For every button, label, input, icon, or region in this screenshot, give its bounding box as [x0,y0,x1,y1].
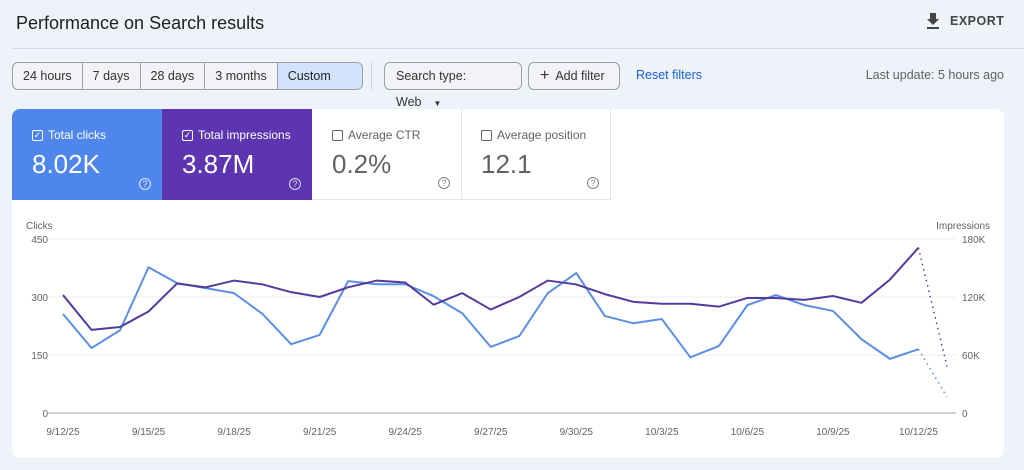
metric-value: 3.87M [182,149,255,179]
metric-label: Total impressions [198,128,291,142]
page-title: Performance on Search results [16,13,265,33]
checkbox-icon[interactable] [481,129,492,141]
range-24-hours[interactable]: 24 hours [13,63,83,89]
dropdown-arrow-icon: ▼ [433,99,442,108]
performance-chart: Clicks Impressions 0 0 150 60K 300 120K 450 180K 9… [26,221,990,438]
search-type-label: Search type: Web [396,69,467,109]
x-tick-label: 9/12/25 [46,427,80,438]
range-7-days[interactable]: 7 days [83,63,141,89]
series-line-impressions [62,247,920,331]
left-tick-label: 450 [31,235,48,246]
help-icon[interactable]: ? [438,177,450,189]
export-button[interactable]: EXPORT [926,13,1004,29]
right-axis-label: Impressions [936,221,990,232]
date-range-selector: 24 hours 7 days 28 days 3 months Custom … [12,62,363,90]
reset-filters-link[interactable]: Reset filters [636,68,702,82]
x-tick-label: 9/18/25 [217,427,251,438]
x-tick-label: 10/12/25 [899,427,938,438]
metric-value: 0.2% [332,149,392,179]
performance-card: ✓ Total clicks 8.02K ? ✓ Total impressions… [12,109,1004,458]
plus-icon: + [540,67,550,84]
download-icon [927,13,939,29]
search-type-dropdown[interactable]: Search type: Web ▼ [384,62,522,109]
right-tick-label: 60K [962,351,980,362]
help-icon[interactable]: ? [139,178,151,190]
x-tick-label: 9/15/25 [132,427,166,438]
series-partial-clicks [917,348,948,398]
x-tick-label: 9/30/25 [560,427,594,438]
range-28-days[interactable]: 28 days [141,63,206,89]
metric-average-position[interactable]: Average position 12.1 ? [461,109,611,200]
right-tick-label: 180K [962,235,986,246]
x-tick-label: 10/9/25 [816,427,850,438]
x-tick-label: 9/24/25 [389,427,423,438]
left-tick-label: 150 [31,351,48,362]
x-tick-label: 10/6/25 [731,427,765,438]
metric-value: 12.1 [481,149,532,179]
export-label: EXPORT [950,14,1005,28]
checkbox-icon[interactable] [332,129,343,141]
x-tick-label: 9/27/25 [474,427,508,438]
help-icon[interactable]: ? [587,177,599,189]
x-tick-label: 9/21/25 [303,427,337,438]
header-divider [12,48,1024,49]
series-partial-impressions [917,247,948,367]
series-line-clicks [62,266,919,360]
checkbox-checked-icon[interactable]: ✓ [32,129,43,141]
last-update: Last update: 5 hours ago [865,68,1004,82]
range-3-months[interactable]: 3 months [205,63,278,89]
metric-value: 8.02K [32,149,100,179]
metric-label: Average position [497,128,587,142]
range-custom-label: Custom [287,69,331,83]
metric-average-ctr[interactable]: Average CTR 0.2% ? [312,109,462,200]
left-tick-label: 300 [31,293,48,304]
metric-label: Average CTR [348,128,421,142]
metric-total-clicks[interactable]: ✓ Total clicks 8.02K ? [12,109,162,200]
add-filter-button[interactable]: + Add filter [528,62,620,90]
filter-separator [371,62,372,90]
left-axis-label: Clicks [26,221,53,232]
checkbox-checked-icon[interactable]: ✓ [182,129,193,141]
metric-total-impressions[interactable]: ✓ Total impressions 3.87M ? [162,109,312,200]
help-icon[interactable]: ? [289,178,301,190]
left-tick-label: 0 [42,409,48,420]
metric-label: Total clicks [48,128,107,142]
x-tick-label: 10/3/25 [645,427,679,438]
add-filter-label: Add filter [555,69,605,83]
right-tick-label: 120K [962,293,986,304]
range-custom[interactable]: Custom ▼ [277,63,362,89]
right-tick-label: 0 [962,409,968,420]
